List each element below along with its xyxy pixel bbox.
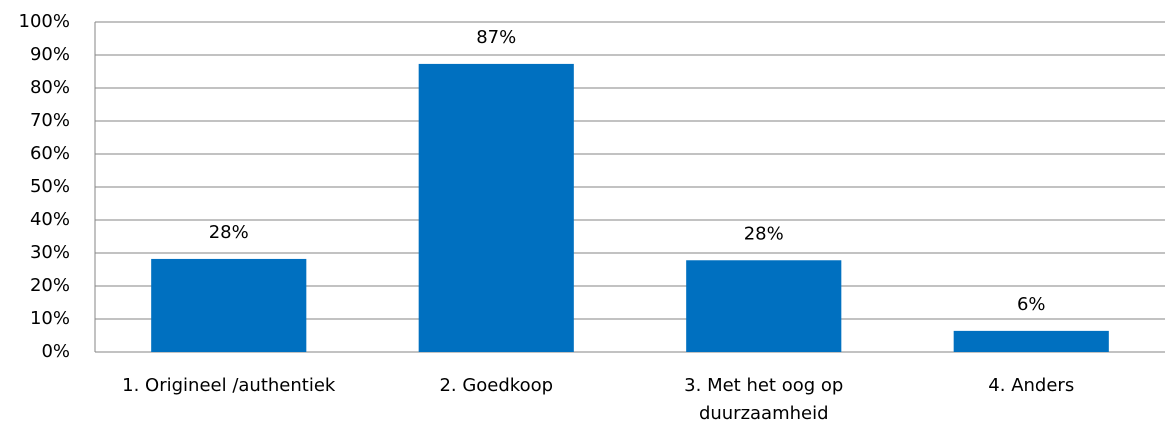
y-tick-label: 30% xyxy=(30,242,70,263)
y-tick-label: 100% xyxy=(19,11,70,32)
bar xyxy=(686,260,842,352)
y-tick-label: 70% xyxy=(30,110,70,131)
y-tick-label: 10% xyxy=(30,308,70,329)
x-tick-label: 2. Goedkoop xyxy=(439,375,554,396)
y-tick-label: 20% xyxy=(30,275,70,296)
x-tick-label: 3. Met het oog op duurzaamheid xyxy=(684,375,844,424)
bar xyxy=(418,63,574,352)
y-tick-label: 60% xyxy=(30,143,70,164)
value-label: 28% xyxy=(209,222,249,243)
value-label: 28% xyxy=(744,223,784,244)
y-tick-label: 0% xyxy=(41,341,70,362)
y-tick-label: 40% xyxy=(30,209,70,230)
bar xyxy=(151,258,307,352)
y-tick-label: 90% xyxy=(30,44,70,65)
bar xyxy=(953,330,1109,352)
value-label: 87% xyxy=(476,27,516,48)
y-tick-label: 80% xyxy=(30,77,70,98)
y-tick-label: 50% xyxy=(30,176,70,197)
x-tick-label: 1. Origineel /authentiek xyxy=(122,375,336,396)
value-label: 6% xyxy=(1017,294,1046,315)
x-tick-label: 4. Anders xyxy=(988,375,1075,396)
